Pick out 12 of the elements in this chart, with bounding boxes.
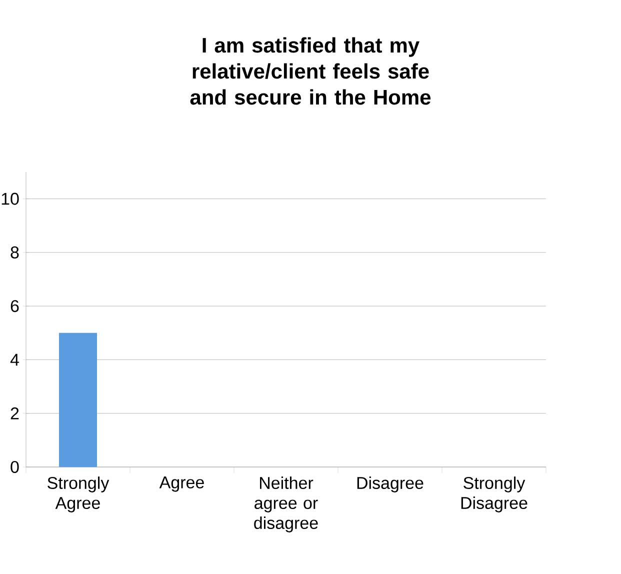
x-tick-label: Agree bbox=[159, 476, 204, 492]
y-tick-label: 10 bbox=[2, 192, 19, 205]
x-tick-label: Strongly Agree bbox=[48, 476, 110, 512]
x-tick-label: Disagree bbox=[357, 476, 424, 492]
y-tick-label: 0 bbox=[10, 460, 19, 474]
y-tick-label: 4 bbox=[10, 354, 19, 366]
y-tick-label: 2 bbox=[10, 407, 19, 420]
y-tick-label: 6 bbox=[10, 300, 19, 312]
y-tick-label: 8 bbox=[10, 246, 19, 258]
chart-title: I am satisfied that my relative/client feels safe and secure in the Home bbox=[190, 37, 431, 105]
x-tick-label: Strongly Disagree bbox=[461, 476, 528, 512]
x-tick-label: Neither agree or disagree bbox=[254, 476, 318, 532]
